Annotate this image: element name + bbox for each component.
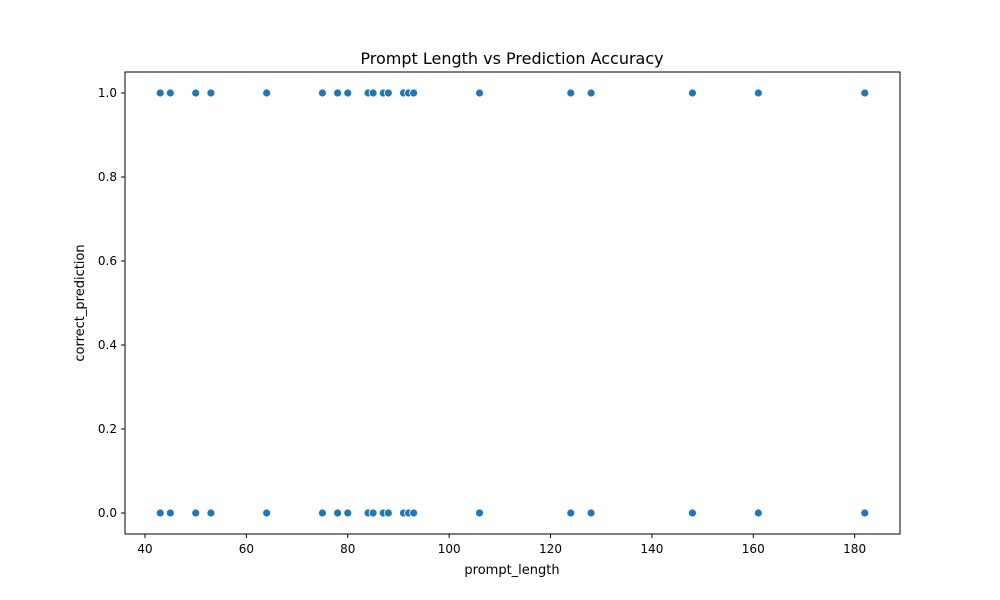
scatter-point (475, 508, 484, 518)
x-tick-label: 160 (742, 542, 765, 556)
x-tick-label: 100 (438, 542, 461, 556)
scatter-point (206, 88, 216, 98)
scatter-point (409, 508, 419, 518)
y-tick-label: 1.0 (98, 86, 117, 100)
scatter-point (191, 508, 201, 518)
x-tick-label: 180 (843, 542, 866, 556)
scatter-point (860, 508, 870, 518)
x-tick-label: 140 (640, 542, 663, 556)
scatter-point (586, 508, 596, 518)
scatter-point (262, 508, 272, 518)
scatter-point (566, 88, 576, 98)
scatter-point (753, 508, 763, 518)
y-axis-label: correct_prediction (73, 244, 88, 361)
scatter-point (343, 88, 353, 98)
scatter-point (262, 88, 272, 98)
scatter-point (206, 508, 216, 518)
scatter-point (165, 88, 175, 98)
scatter-point (343, 508, 353, 518)
scatter-point (165, 508, 175, 518)
plot-frame (124, 71, 901, 535)
y-tick-label: 0.8 (98, 170, 117, 184)
scatter-point (688, 508, 697, 518)
scatter-point (318, 88, 327, 98)
scatter-point (383, 88, 393, 98)
scatter-point (753, 88, 763, 98)
scatter-point (318, 508, 327, 518)
scatter-point (566, 508, 576, 518)
scatter-point (688, 88, 697, 98)
y-tick-label: 0.2 (98, 422, 117, 436)
y-tick-label: 0.4 (98, 338, 117, 352)
x-tick-label: 120 (539, 542, 562, 556)
x-tick-label: 80 (340, 542, 355, 556)
scatter-point (155, 508, 165, 518)
x-tick-label: 60 (239, 542, 254, 556)
scatter-point (586, 88, 596, 98)
scatter-point (409, 88, 419, 98)
scatter-point (368, 508, 378, 518)
scatter-point (333, 88, 343, 98)
scatter-point (860, 88, 870, 98)
y-axis: 0.0 0.2 0.4 0.6 0.8 1.0 (98, 86, 125, 520)
x-axis-label: prompt_length (464, 563, 559, 578)
x-tick-label: 40 (137, 542, 152, 556)
scatter-point (475, 88, 484, 98)
scatter-point (368, 88, 378, 98)
scatter-point (155, 88, 165, 98)
plot-area (155, 88, 870, 518)
y-tick-label: 0.6 (98, 254, 117, 268)
scatter-point (333, 508, 343, 518)
y-tick-label: 0.0 (98, 506, 117, 520)
scatter-point (191, 88, 201, 98)
chart-title: Prompt Length vs Prediction Accuracy (360, 49, 663, 68)
x-axis: 40 60 80 100 120 140 160 180 (137, 534, 866, 556)
scatter-point (383, 508, 393, 518)
